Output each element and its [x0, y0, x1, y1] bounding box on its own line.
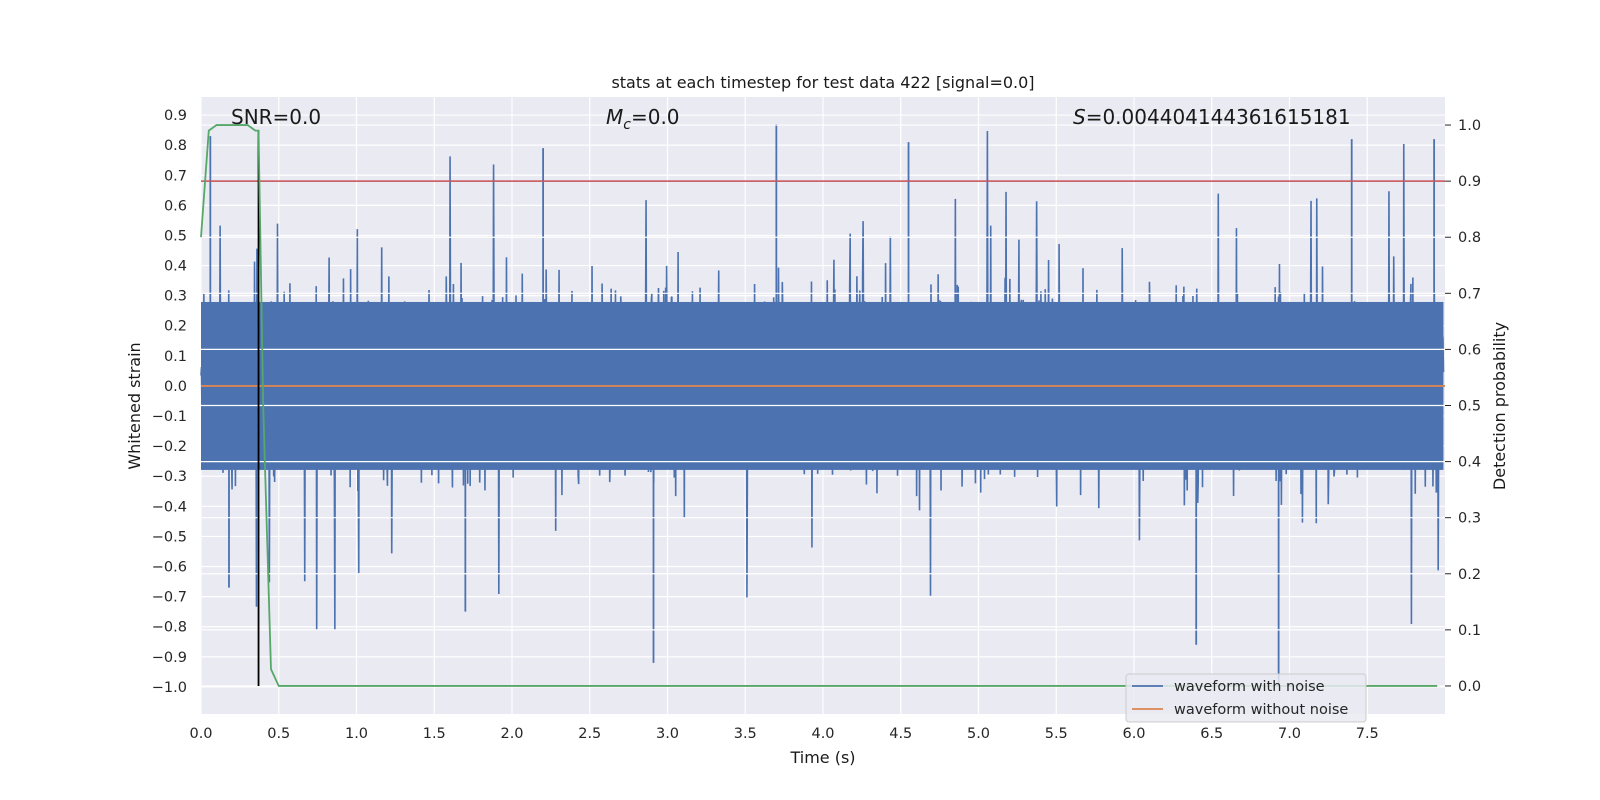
y-tick-label-left: 0.1: [164, 349, 187, 365]
y-tick-label-left: −0.4: [152, 499, 187, 515]
y-tick-label-left: 0.2: [164, 319, 187, 335]
y-tick-label-left: −0.5: [152, 529, 187, 545]
y-tick-label-left: −0.6: [152, 560, 187, 576]
legend-box: [1125, 673, 1367, 723]
x-tick-label: 2.5: [578, 726, 601, 742]
x-tick-label: 3.0: [656, 726, 679, 742]
x-tick-label: 1.0: [345, 726, 368, 742]
chirp-mass-value: =0.0: [631, 105, 680, 129]
y-tick-label-left: 0.7: [164, 168, 187, 184]
x-axis-label: Time (s): [789, 748, 855, 767]
y-axis-left: 0.9 0.8 0.7 0.6 0.5 0.4 0.3 0.2 0.1 0.0 −0.1 −0.2 −0…: [152, 108, 187, 696]
y-tick-label-left: 0.8: [164, 138, 187, 154]
y-tick-label-left: 0.6: [164, 198, 187, 214]
x-tick-label: 6.0: [1122, 726, 1145, 742]
overlay-lines: [200, 124, 1445, 687]
y-tick-label-right: 0.7: [1458, 286, 1481, 302]
y-tick-label-right: 1.0: [1458, 118, 1481, 134]
y-tick-label-right: 0.0: [1458, 679, 1481, 695]
chirp-mass-subscript: c: [623, 117, 631, 133]
y-tick-label-left: −0.2: [152, 439, 187, 455]
x-tick-label: 2.0: [500, 726, 523, 742]
detection-probability-line: [200, 124, 1438, 687]
y-tick-label-right: 0.1: [1458, 623, 1481, 639]
y-tick-label-left: −0.7: [152, 590, 187, 606]
y-tick-label-right: 0.9: [1458, 174, 1481, 190]
legend: waveform with noise waveform without noi…: [1125, 673, 1367, 723]
chirp-mass-symbol: M: [606, 105, 623, 129]
x-axis: 0.0 0.5 1.0 1.5 2.0 2.5 3.0 3.5 4.0 4.5 5.0 5.5 6.0 6…: [189, 726, 1378, 742]
x-tick-label: 6.5: [1200, 726, 1223, 742]
x-tick-label: 3.5: [734, 726, 757, 742]
y-tick-label-right: 0.8: [1458, 230, 1481, 246]
y-tick-label-right: 0.2: [1458, 567, 1481, 583]
x-tick-label: 7.5: [1356, 726, 1379, 742]
y-axis-label-left: Whitened strain: [125, 342, 144, 469]
y-tick-label-left: 0.0: [164, 379, 187, 395]
y-tick-label-left: 0.9: [164, 108, 187, 124]
y-tick-label-left: −0.8: [152, 620, 187, 636]
statistic-value: =0.004404144361615181: [1086, 105, 1351, 129]
x-tick-label: 4.0: [811, 726, 834, 742]
x-tick-label: 4.5: [889, 726, 912, 742]
x-tick-label: 0.5: [267, 726, 290, 742]
y-tick-label-left: −0.9: [152, 650, 187, 666]
x-tick-label: 5.0: [967, 726, 990, 742]
y-axis-label-right: Detection probability: [1490, 322, 1509, 490]
y-tick-label-left: 0.3: [164, 289, 187, 305]
y-axis-right: 1.0 0.9 0.8 0.7 0.6 0.5 0.4 0.3 0.2 0.1 0.0: [1445, 118, 1481, 695]
y-tick-label-left: −1.0: [152, 680, 187, 696]
y-tick-label-right: 0.6: [1458, 342, 1481, 358]
statistic-annotation: S=0.004404144361615181: [1073, 105, 1351, 129]
snr-annotation: SNR=0.0: [231, 105, 321, 129]
x-tick-label: 1.5: [423, 726, 446, 742]
statistic-symbol: S: [1073, 105, 1086, 129]
y-tick-label-left: 0.5: [164, 228, 187, 244]
chirp-mass-annotation: Mc=0.0: [606, 105, 680, 133]
y-tick-label-left: −0.1: [152, 409, 187, 425]
chart-title: stats at each timestep for test data 422…: [611, 73, 1034, 92]
legend-label-waveform-with-noise: waveform with noise: [1174, 679, 1325, 695]
x-tick-label: 0.0: [189, 726, 212, 742]
y-tick-label-right: 0.5: [1458, 399, 1481, 415]
y-tick-label-right: 0.4: [1458, 455, 1481, 471]
y-tick-label-left: 0.4: [164, 259, 187, 275]
y-tick-label-right: 0.3: [1458, 511, 1481, 527]
y-tick-label-left: −0.3: [152, 469, 187, 485]
x-tick-label: 7.0: [1278, 726, 1301, 742]
x-tick-label: 5.5: [1045, 726, 1068, 742]
legend-label-waveform-without-noise: waveform without noise: [1174, 702, 1348, 718]
